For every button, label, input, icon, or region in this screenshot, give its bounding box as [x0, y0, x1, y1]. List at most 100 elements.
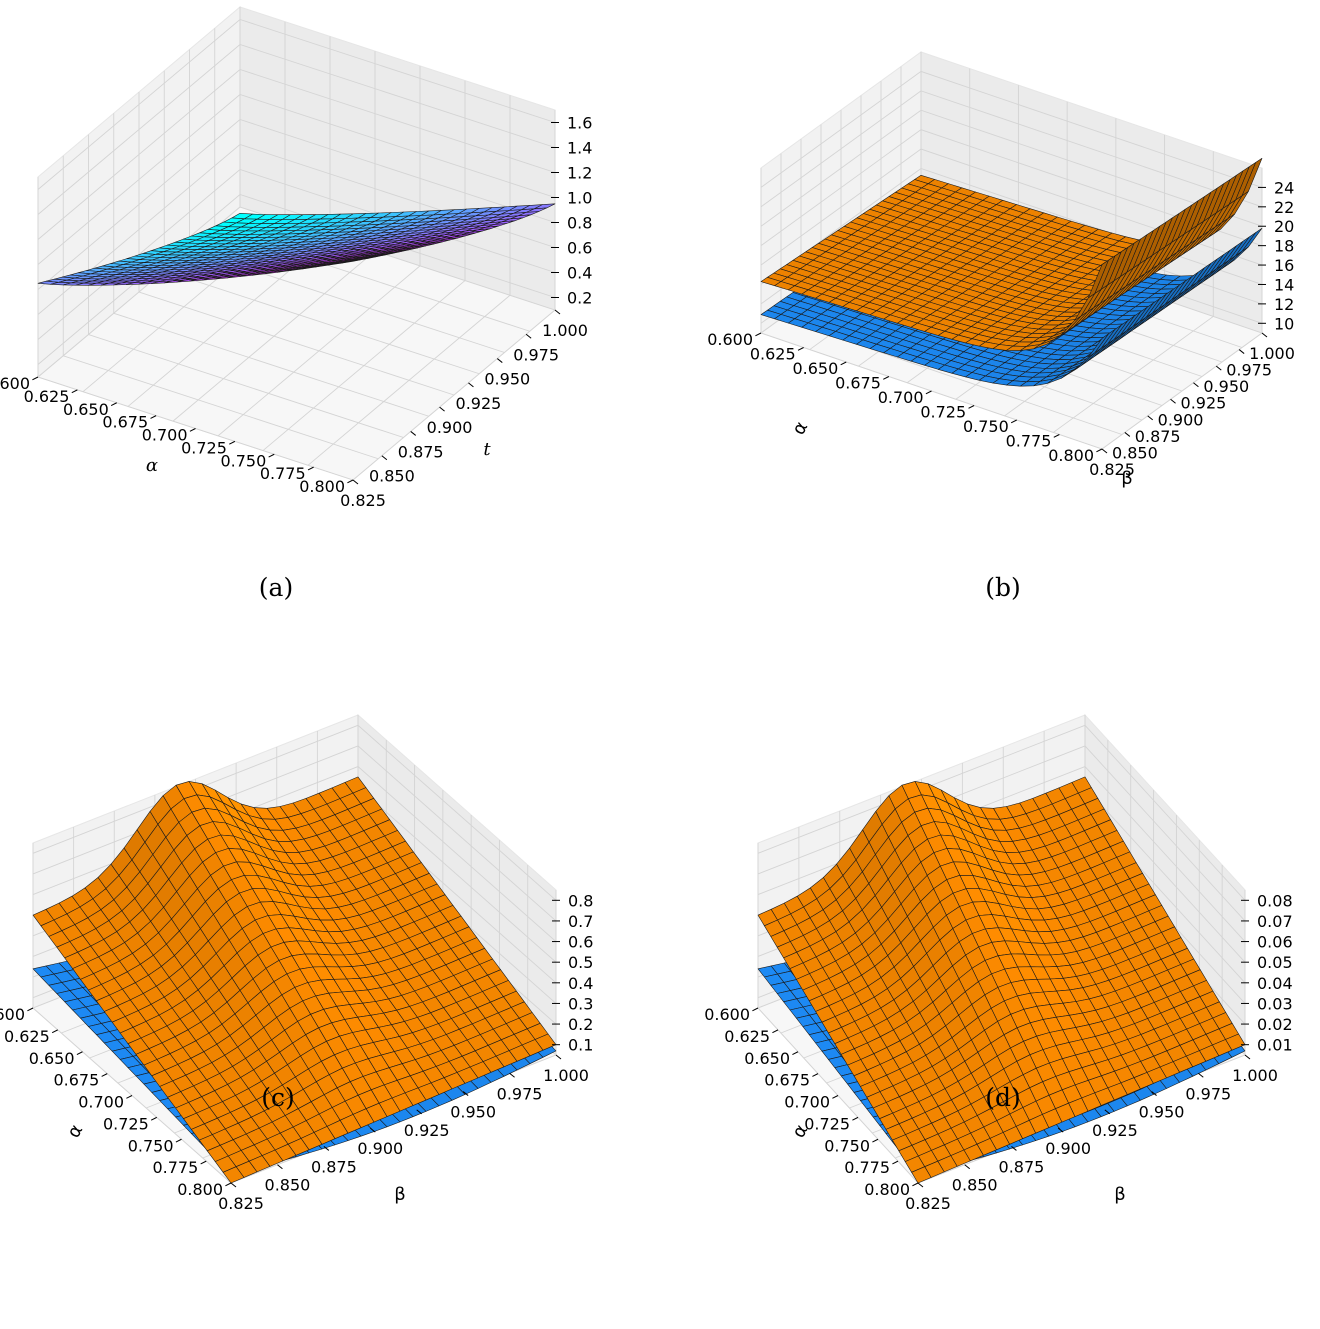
y-tick-mark [1101, 448, 1108, 454]
x-tick-mark [1010, 419, 1017, 424]
surface-patch [1088, 259, 1109, 299]
x-tick-mark [792, 1051, 799, 1055]
y-tick-label: 0.850 [265, 1176, 311, 1195]
x-tick-label: 0.725 [181, 438, 227, 457]
y-axis-label: β [1114, 1184, 1126, 1205]
y-tick-label: 0.900 [1158, 410, 1204, 429]
y-tick-label: 0.875 [311, 1157, 357, 1176]
y-tick-mark [917, 1182, 924, 1188]
y-tick-label: 0.975 [513, 345, 559, 364]
x-tick-label: 0.775 [152, 1158, 198, 1177]
grid-line-z [37, 43, 556, 215]
x-tick-label: 0.750 [220, 451, 266, 470]
x-tick-mark [225, 1182, 232, 1187]
y-tick-mark [554, 309, 561, 315]
z-tick-label: 0.2 [567, 289, 592, 308]
x-ticks: 0.6000.6250.6500.6750.7000.7250.7500.775… [707, 330, 1103, 465]
x-tick-label: 0.700 [78, 1093, 124, 1112]
x-tick-mark [110, 402, 117, 406]
z-tick-label: 0.5 [568, 953, 593, 972]
z-tick-label: 0.04 [1257, 974, 1293, 993]
panel-caption: (d) [985, 1083, 1021, 1112]
x-tick-label: 0.650 [792, 359, 838, 378]
y-tick-label: 0.950 [484, 370, 530, 389]
y-tick-label: 1.000 [1249, 344, 1295, 363]
x-tick-label: 0.625 [724, 1027, 770, 1046]
x-tick-mark [268, 453, 275, 458]
y-tick-label: 0.925 [1092, 1121, 1138, 1140]
z-tick-label: 0.02 [1257, 1015, 1293, 1034]
y-tick-mark [468, 382, 474, 388]
y-tick-label: 1.000 [1232, 1066, 1278, 1085]
y-tick-mark [1238, 349, 1245, 354]
x-tick-mark [925, 390, 932, 395]
y-tick-label: 0.925 [1181, 394, 1227, 413]
z-ticks: 0.10.20.30.40.50.60.70.8 [552, 891, 593, 1055]
y-tick-label: 0.850 [1112, 443, 1158, 462]
y-axis-label: t [483, 439, 491, 460]
x-tick-label: 0.600 [0, 374, 30, 393]
x-tick-mark [71, 389, 78, 394]
y-tick-mark [352, 479, 359, 485]
x-tick-label: 0.800 [864, 1180, 910, 1199]
grid-line-y [262, 80, 466, 451]
x-tick-mark [189, 428, 196, 432]
panel-caption: (c) [261, 1083, 295, 1112]
x-tick-label: 0.700 [878, 388, 924, 407]
z-tick-label: 1.0 [567, 189, 592, 208]
x-axis-label: α [63, 1121, 87, 1142]
z-tick-label: 22 [1274, 198, 1294, 217]
x-tick-mark [852, 1116, 859, 1121]
z-tick-label: 12 [1274, 295, 1294, 314]
z-tick-label: 0.05 [1257, 953, 1293, 972]
z-tick-label: 0.7 [568, 912, 593, 931]
surface-1 [760, 158, 1263, 351]
y-tick-mark [410, 431, 417, 436]
grid-line-z [32, 724, 557, 901]
y-tick-label: 0.825 [340, 491, 386, 510]
x-tick-mark [229, 440, 236, 445]
z-tick-label: 14 [1274, 275, 1294, 294]
x-tick-mark [755, 332, 762, 337]
z-tick-label: 16 [1274, 256, 1294, 275]
x-tick-mark [200, 1160, 207, 1165]
z-tick-label: 24 [1274, 178, 1294, 197]
grid-line-z [37, 118, 556, 290]
panel-caption: (b) [985, 573, 1021, 602]
x-tick-mark [347, 479, 354, 484]
y-tick-mark [277, 1164, 283, 1170]
panel-c: 0.6000.6250.6500.6750.7000.7250.7500.775… [0, 713, 593, 1213]
z-tick-label: 0.1 [568, 1036, 593, 1055]
x-tick-label: 0.625 [24, 387, 70, 406]
x-tick-label: 0.700 [142, 426, 188, 445]
panel-caption: (a) [259, 573, 293, 602]
grid-line-y [307, 95, 511, 466]
y-tick-label: 1.000 [542, 321, 588, 340]
x-tick-label: 0.650 [29, 1049, 75, 1068]
x-tick-label: 0.675 [102, 413, 148, 432]
x-tick-mark [27, 1007, 34, 1012]
grid-line-z [760, 129, 1263, 247]
x-tick-mark [832, 1095, 839, 1099]
y-tick-mark [525, 333, 532, 339]
x-tick-label: 0.675 [835, 374, 881, 393]
z-tick-label: 1.4 [567, 139, 592, 158]
x-tick-mark [101, 1073, 108, 1077]
grid-line-y [37, 7, 241, 378]
z-tick-label: 1.6 [567, 114, 592, 133]
grid [37, 7, 556, 481]
z-tick-label: 10 [1274, 314, 1294, 333]
z-tick-label: 0.2 [568, 1015, 593, 1034]
x-tick-mark [968, 405, 975, 409]
x-ticks: 0.6000.6250.6500.6750.7000.7250.7500.775… [0, 374, 354, 496]
x-tick-mark [772, 1029, 779, 1034]
x-tick-mark [76, 1051, 83, 1055]
y-tick-label: 0.825 [905, 1194, 951, 1213]
x-tick-label: 0.725 [804, 1114, 850, 1133]
grid-line-z [760, 90, 1263, 208]
z-tick-label: 1.2 [567, 164, 592, 183]
y-tick-label: 0.875 [398, 442, 444, 461]
y-tick-mark [230, 1182, 237, 1188]
x-tick-label: 0.750 [824, 1136, 870, 1155]
